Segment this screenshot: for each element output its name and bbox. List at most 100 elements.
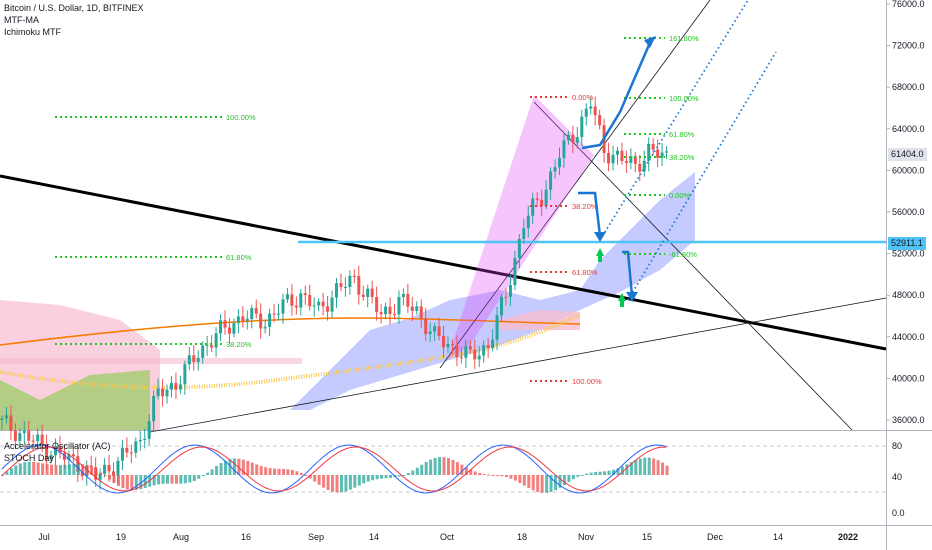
time-tick-label: 14 [369,532,379,542]
candle-body [299,293,303,308]
osc-bar [643,457,647,475]
price-tick-label: 64000.0 [892,124,925,134]
candle-body [0,418,4,420]
candle-body [31,440,35,442]
projection-drop-path [578,191,602,237]
osc-bar [188,475,192,483]
trend-lines [0,0,887,433]
osc-bar [451,459,455,475]
osc-bar [473,471,477,475]
osc-bar [255,464,259,475]
osc-bar [121,475,125,489]
candle-body [9,415,13,431]
candle-body [54,446,58,456]
osc-bar [607,470,611,475]
candle-body [544,189,548,206]
osc-bar [90,467,94,475]
candle-body [482,345,486,356]
price-tick-label: 36000.0 [892,415,925,425]
candle-body [232,323,236,334]
osc-bar [299,473,303,475]
time-tick-label: 2022 [838,532,858,542]
candle-body [201,345,205,358]
candle-body [629,156,633,163]
candle-body [196,357,200,362]
candle-body [339,283,343,288]
candle-body [589,106,593,109]
candle-body [27,430,31,441]
fib-red-label: 0.00% [572,93,594,102]
osc-bar [76,463,80,475]
candle-body [308,295,312,307]
candle-body [36,434,40,442]
osc-bar [326,475,330,491]
fib-right-label: -61.80% [669,250,697,259]
last-price-tag: 61404.0 [888,148,927,161]
candle-body [562,140,566,158]
candle-body [138,439,142,442]
projection-retest-arrowhead [626,292,638,302]
candle-body [571,134,575,143]
price-tick-label: 68000.0 [892,82,925,92]
candle-body [219,320,223,334]
candle-body [624,161,628,163]
time-tick-label: 14 [773,532,783,542]
rising-wedge-fill [447,95,594,360]
osc-bar [215,466,219,475]
osc-bar [179,475,183,484]
candle-body [178,384,182,390]
osc-bar [58,465,62,475]
osc-bar [411,470,415,475]
osc-bar [304,475,308,476]
osc-bar [504,475,508,478]
osc-bar [45,464,49,475]
osc-bar [241,459,245,475]
projection-up-arrowhead [644,36,656,48]
fib-right-label: 0.00% [669,191,691,200]
fib-red-label: 61.80% [572,268,598,277]
osc-bar [625,464,629,475]
osc-bar [652,458,656,475]
osc-bar [348,475,352,490]
fib-red-label: 38.20% [572,202,598,211]
candle-body [397,296,401,315]
osc-bar [509,475,513,479]
candle-body [245,318,249,322]
candle-body [531,198,535,216]
candle-body [392,314,396,316]
candle-body [580,116,584,138]
osc-bar [27,461,31,475]
candle-body [584,108,588,117]
candle-body [18,433,22,441]
osc-bar [152,475,156,486]
osc-bar [527,475,531,489]
candle-body [236,316,240,324]
indicator-ichimoku: Ichimoku MTF [4,27,62,37]
osc-bar [32,461,36,475]
osc-bar [250,462,254,475]
time-tick-label: 19 [116,532,126,542]
candle-body [294,305,298,308]
candle-body [575,137,579,143]
candle-body [103,464,107,474]
projection-retest-path [622,250,634,297]
osc-bar [161,475,165,484]
osc-tick-label: 40 [892,472,902,482]
stoch-d-line [1,446,667,492]
candle-body [22,430,26,434]
osc-bar [362,475,366,484]
indicator-stoch: STOCH Day [4,453,54,463]
osc-bar [317,475,321,485]
osc-bar [420,464,424,475]
osc-bar [143,475,147,488]
osc-bar [406,472,410,475]
osc-bar [576,475,580,477]
osc-bar [290,470,294,475]
osc-bar [384,475,388,479]
osc-bar [228,459,232,475]
osc-bar [447,458,450,475]
osc-bar [487,474,491,476]
candle-body [401,293,405,297]
osc-bar [36,462,40,475]
